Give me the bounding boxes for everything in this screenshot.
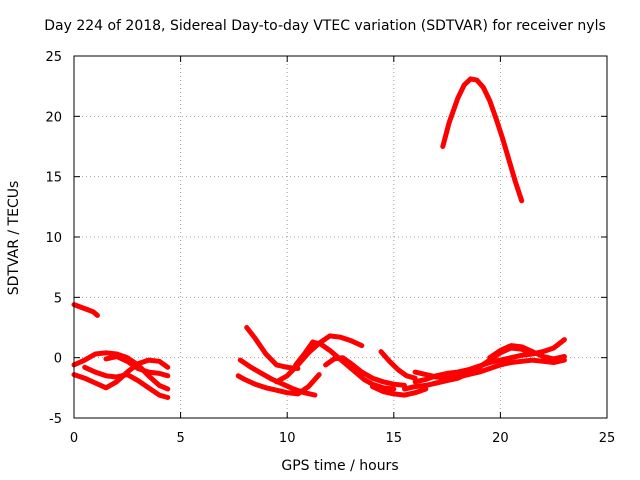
chart-title: Day 224 of 2018, Sidereal Day-to-day VTE… <box>44 18 606 34</box>
series-arc-13 <box>378 349 418 381</box>
series-arc-18 <box>440 76 525 204</box>
series-arc-16 <box>412 357 567 381</box>
x-tick-label: 15 <box>386 431 403 446</box>
x-tick-label: 10 <box>279 431 296 446</box>
series-arc-11 <box>323 355 407 388</box>
series-arc-17 <box>487 343 567 362</box>
series-arc-2 <box>71 350 171 392</box>
x-tick-label: 5 <box>176 431 184 446</box>
y-tick-label: 20 <box>45 110 62 125</box>
series-arc-4 <box>82 364 171 400</box>
y-tick-label: 0 <box>54 352 62 367</box>
series-arc-6 <box>244 325 301 371</box>
axis-ticks: 0 5 10 15 20 25 -5 0 5 10 15 20 25 <box>45 50 615 446</box>
series-arc-7 <box>235 372 322 397</box>
plot-frame <box>73 55 608 419</box>
x-tick-label: 20 <box>492 431 509 446</box>
y-axis-label: SDTVAR / TECUs <box>6 181 22 296</box>
data-series <box>71 76 567 400</box>
x-tick-label: 25 <box>599 431 616 446</box>
grid <box>74 56 607 418</box>
y-tick-label: 10 <box>45 231 62 246</box>
y-tick-label: 15 <box>45 171 62 186</box>
series-arc-1 <box>71 302 100 318</box>
y-tick-label: 25 <box>45 50 62 65</box>
series-arc-12 <box>370 384 429 398</box>
series-arc-5 <box>103 354 171 379</box>
x-axis-label: GPS time / hours <box>281 458 398 474</box>
x-tick-label: 0 <box>70 431 78 446</box>
y-tick-label: 5 <box>54 291 62 306</box>
y-tick-label: -5 <box>49 412 62 427</box>
